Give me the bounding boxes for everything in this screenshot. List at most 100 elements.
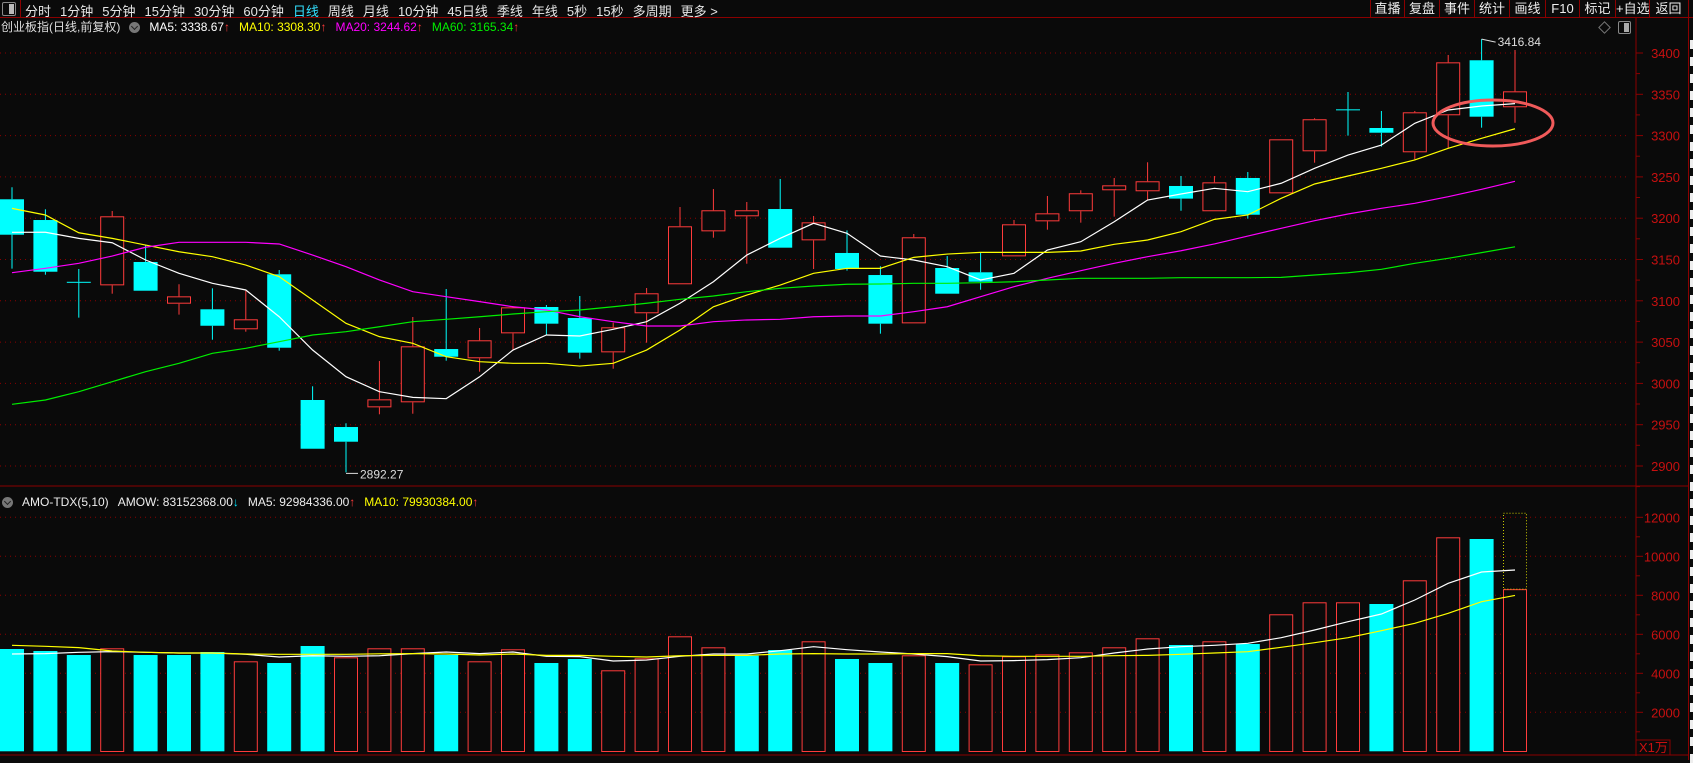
- price-tick-label: 3050: [1651, 335, 1680, 350]
- candle-up: [1269, 139, 1294, 194]
- sidebar-glyph: [1690, 210, 1693, 219]
- tab-6[interactable]: 日线: [292, 4, 319, 19]
- sidebar-glyph: [1690, 533, 1693, 542]
- candle-up: [1202, 182, 1227, 212]
- volume-bar-up: [1202, 641, 1227, 752]
- price-ma20-line: [11, 180, 1516, 327]
- candle-up: [734, 210, 759, 217]
- price-tick-label: 3150: [1651, 253, 1680, 268]
- volume-bar-down: [300, 646, 325, 752]
- price-tick-label: 3000: [1651, 376, 1680, 391]
- tab-7[interactable]: 周线: [327, 4, 354, 19]
- volume-bar-up: [467, 661, 492, 752]
- candle-down: [334, 427, 358, 442]
- price-tick-label: 2950: [1651, 418, 1680, 433]
- candle-up: [400, 346, 425, 403]
- tab-15[interactable]: 多周期: [632, 4, 672, 19]
- candle-up: [1035, 213, 1060, 222]
- chevron-down-icon[interactable]: [129, 21, 141, 33]
- layout-toggle-icon[interactable]: [1618, 21, 1631, 34]
- candle-up: [467, 340, 492, 359]
- volume-bar-up: [1503, 589, 1527, 752]
- price-tick-label: 3250: [1651, 170, 1680, 185]
- toolbar-button-6[interactable]: 标记: [1579, 0, 1615, 18]
- panel-toggle-icon[interactable]: [2, 2, 16, 16]
- tab-10[interactable]: 45日线: [447, 4, 488, 19]
- volume-bar-up: [1135, 638, 1160, 752]
- volume-bar-down: [868, 663, 893, 752]
- volume-bar-down: [1169, 645, 1193, 752]
- sidebar-glyph: [1690, 193, 1693, 202]
- volume-bar-down: [734, 655, 759, 752]
- toolbar-button-4[interactable]: 画线: [1509, 0, 1545, 18]
- tab-12[interactable]: 年线: [531, 4, 558, 19]
- candle-up: [233, 319, 258, 330]
- candle-down: [1369, 128, 1394, 133]
- sidebar-glyph: [1690, 91, 1693, 100]
- vol-ma10-value: MA10: 79930384.00↑: [364, 494, 478, 510]
- sidebar-glyph: [1690, 142, 1693, 151]
- sidebar-glyph: [1690, 669, 1693, 678]
- price-tick-label: 3300: [1651, 129, 1680, 144]
- tab-11[interactable]: 季线: [496, 4, 523, 19]
- sidebar-glyph: [1690, 159, 1693, 168]
- toolbar-button-5[interactable]: F10: [1545, 0, 1579, 18]
- sidebar-glyph: [1690, 346, 1693, 355]
- tab-0[interactable]: 分时: [25, 4, 52, 19]
- sidebar-glyph: [1690, 295, 1693, 304]
- volume-bar-up: [1336, 602, 1360, 752]
- right-sidebar-edge: [1688, 0, 1693, 763]
- sidebar-glyph: [1690, 414, 1693, 423]
- ma10-text: MA10: 3308.30: [239, 20, 321, 34]
- volume-bar-up: [334, 657, 358, 752]
- tab-9[interactable]: 10分钟: [397, 4, 439, 19]
- toolbar-button-2[interactable]: 事件: [1439, 0, 1474, 18]
- volume-bar-down: [1235, 643, 1260, 752]
- tab-13[interactable]: 5秒: [566, 4, 588, 19]
- volume-bar-up: [501, 649, 525, 752]
- divider: [20, 0, 21, 18]
- tab-14[interactable]: 15秒: [596, 4, 624, 19]
- period-tabs: 分时 1分钟 5分钟 15分钟 30分钟 60分钟 日线 周线 月线 10分钟 45日线 季线 年线 5秒…: [25, 1, 718, 20]
- candle-up: [668, 226, 692, 285]
- volume-tick-label: 4000: [1651, 666, 1680, 681]
- candle-up: [601, 327, 626, 353]
- chevron-down-icon[interactable]: [2, 496, 13, 508]
- tab-8[interactable]: 月线: [362, 4, 389, 19]
- tab-2[interactable]: 5分钟: [102, 4, 136, 19]
- tab-4[interactable]: 30分钟: [193, 4, 235, 19]
- tab-3[interactable]: 15分钟: [144, 4, 185, 19]
- toolbar-button-1[interactable]: 复盘: [1404, 0, 1439, 18]
- tab-1[interactable]: 1分钟: [60, 4, 94, 19]
- tab-5[interactable]: 60分钟: [243, 4, 284, 19]
- sidebar-glyph: [1690, 499, 1693, 508]
- sidebar-glyph: [1690, 227, 1693, 236]
- toolbar-button-3[interactable]: 统计: [1474, 0, 1509, 18]
- sidebar-glyph: [1690, 312, 1693, 321]
- ma60-text: MA60: 3165.34: [431, 20, 514, 34]
- sidebar-glyph: [1690, 125, 1693, 134]
- price-tick-label: 2900: [1651, 459, 1680, 474]
- vol-ma10-text: MA10: 79930384.00: [364, 495, 473, 509]
- volume-bar-up: [400, 648, 425, 753]
- price-tick-label: 3350: [1651, 87, 1680, 102]
- volume-bar-down: [0, 649, 24, 752]
- candle-down: [133, 261, 158, 291]
- volume-bar-down: [768, 649, 793, 752]
- candle-up: [167, 296, 191, 304]
- up-arrow-icon: ↑: [513, 20, 520, 34]
- volume-bar-up: [1302, 602, 1327, 752]
- sidebar-glyph: [1690, 278, 1693, 287]
- volume-unit-label: X1万: [1639, 740, 1668, 755]
- toolbar-button-0[interactable]: 直播: [1370, 0, 1404, 18]
- price-tick-label: 3200: [1651, 211, 1680, 226]
- toolbar-button-8[interactable]: 返回: [1649, 0, 1687, 18]
- toolbar-button-7[interactable]: +自选: [1615, 0, 1649, 18]
- sidebar-glyph: [1690, 737, 1693, 746]
- candle-up: [1102, 185, 1127, 191]
- tab-16[interactable]: 更多 >: [680, 4, 718, 19]
- period-toolbar: 分时 1分钟 5分钟 15分钟 30分钟 60分钟 日线 周线 月线 10分钟 45日线 季线 年线 5秒…: [0, 0, 1693, 20]
- high-marker: [1481, 38, 1496, 43]
- volume-bar-down: [200, 652, 225, 752]
